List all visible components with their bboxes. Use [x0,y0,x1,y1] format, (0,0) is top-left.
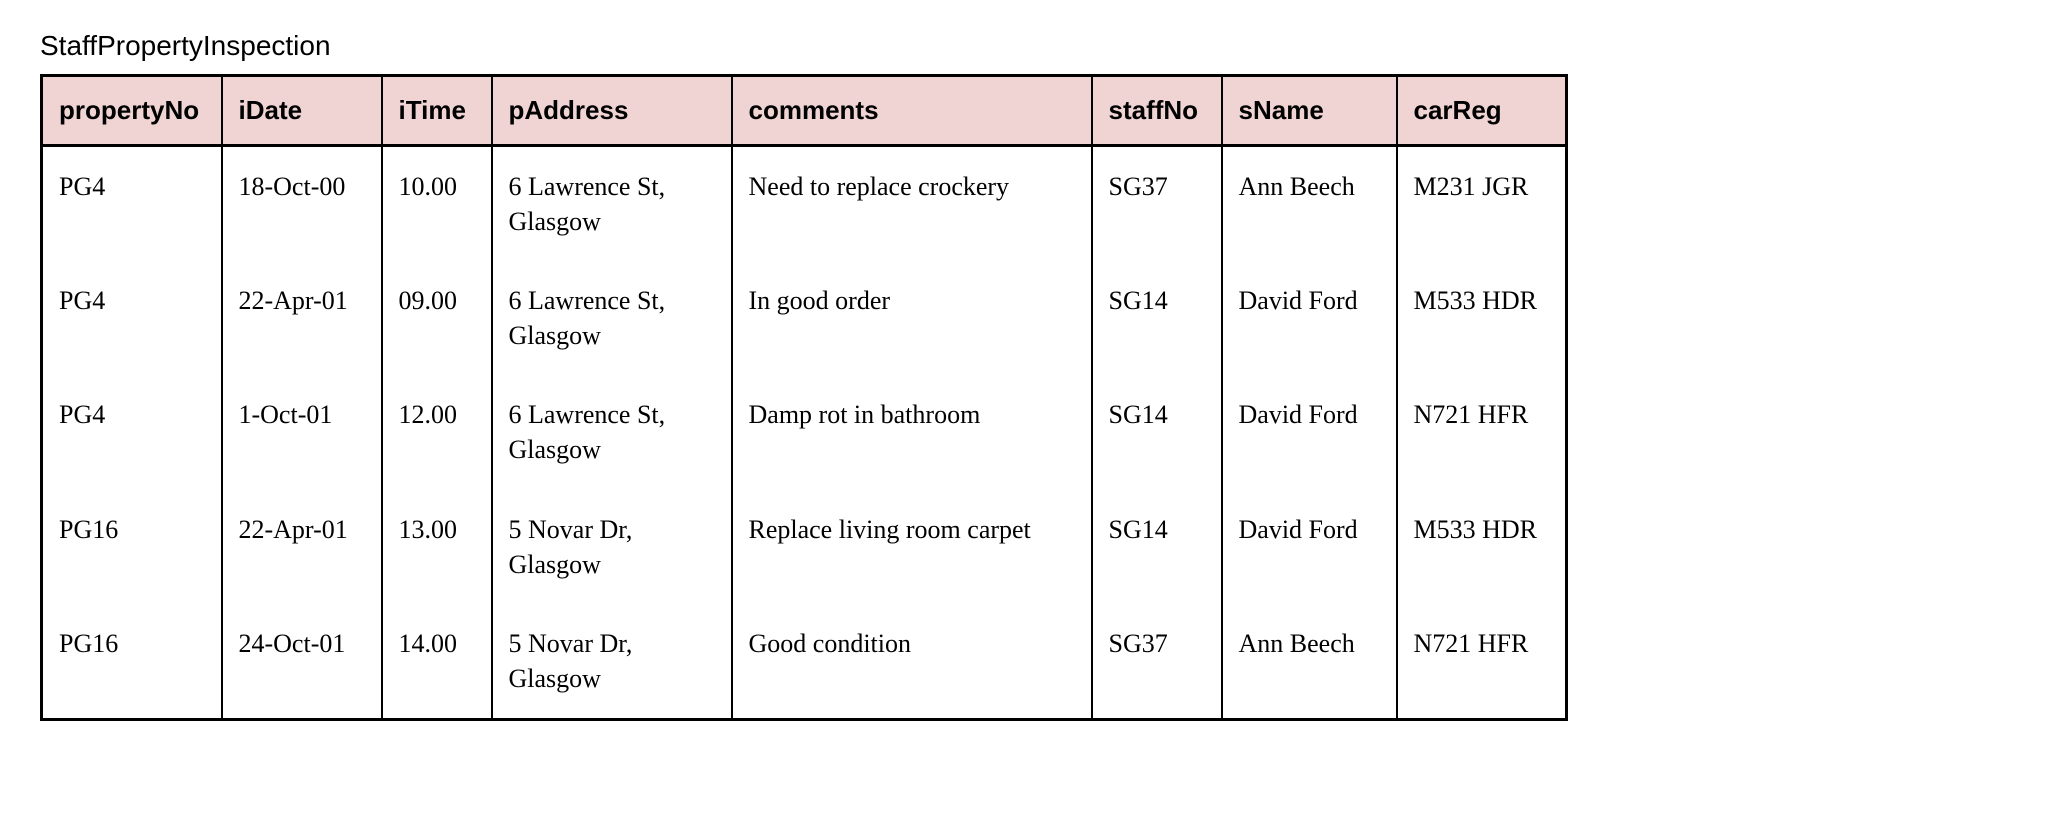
table-row: PG4 18-Oct-00 10.00 6 Lawrence St, Glasg… [42,146,1567,270]
cell-staffno: SG37 [1092,146,1222,270]
cell-idate: 22-Apr-01 [222,269,382,383]
cell-itime: 12.00 [382,383,492,497]
cell-carreg: M231 JGR [1397,146,1567,270]
table-row: PG16 22-Apr-01 13.00 5 Novar Dr, Glasgow… [42,498,1567,612]
cell-sname: David Ford [1222,498,1397,612]
cell-paddress: 6 Lawrence St, Glasgow [492,146,732,270]
cell-idate: 22-Apr-01 [222,498,382,612]
col-header-sname: sName [1222,76,1397,146]
cell-propertyno: PG16 [42,612,222,720]
cell-comments: Replace living room carpet [732,498,1092,612]
cell-carreg: M533 HDR [1397,269,1567,383]
cell-comments: Need to replace crockery [732,146,1092,270]
col-header-comments: comments [732,76,1092,146]
cell-itime: 13.00 [382,498,492,612]
cell-staffno: SG37 [1092,612,1222,720]
cell-paddress: 5 Novar Dr, Glasgow [492,612,732,720]
cell-propertyno: PG4 [42,269,222,383]
cell-sname: David Ford [1222,383,1397,497]
cell-paddress: 6 Lawrence St, Glasgow [492,269,732,383]
cell-comments: In good order [732,269,1092,383]
cell-staffno: SG14 [1092,498,1222,612]
col-header-carreg: carReg [1397,76,1567,146]
cell-comments: Damp rot in bathroom [732,383,1092,497]
cell-idate: 1-Oct-01 [222,383,382,497]
table-body: PG4 18-Oct-00 10.00 6 Lawrence St, Glasg… [42,146,1567,720]
cell-itime: 09.00 [382,269,492,383]
cell-itime: 10.00 [382,146,492,270]
col-header-itime: iTime [382,76,492,146]
cell-itime: 14.00 [382,612,492,720]
cell-carreg: N721 HFR [1397,383,1567,497]
table-title: StaffPropertyInspection [40,30,2006,62]
cell-staffno: SG14 [1092,269,1222,383]
cell-paddress: 5 Novar Dr, Glasgow [492,498,732,612]
cell-staffno: SG14 [1092,383,1222,497]
cell-propertyno: PG4 [42,146,222,270]
cell-propertyno: PG16 [42,498,222,612]
cell-sname: Ann Beech [1222,612,1397,720]
cell-carreg: M533 HDR [1397,498,1567,612]
inspection-table: propertyNo iDate iTime pAddress comments… [40,74,1568,721]
col-header-propertyno: propertyNo [42,76,222,146]
col-header-idate: iDate [222,76,382,146]
table-row: PG16 24-Oct-01 14.00 5 Novar Dr, Glasgow… [42,612,1567,720]
table-header-row: propertyNo iDate iTime pAddress comments… [42,76,1567,146]
table-row: PG4 22-Apr-01 09.00 6 Lawrence St, Glasg… [42,269,1567,383]
col-header-paddress: pAddress [492,76,732,146]
cell-paddress: 6 Lawrence St, Glasgow [492,383,732,497]
cell-idate: 24-Oct-01 [222,612,382,720]
cell-sname: Ann Beech [1222,146,1397,270]
cell-idate: 18-Oct-00 [222,146,382,270]
cell-comments: Good condition [732,612,1092,720]
cell-propertyno: PG4 [42,383,222,497]
cell-carreg: N721 HFR [1397,612,1567,720]
cell-sname: David Ford [1222,269,1397,383]
col-header-staffno: staffNo [1092,76,1222,146]
table-row: PG4 1-Oct-01 12.00 6 Lawrence St, Glasgo… [42,383,1567,497]
